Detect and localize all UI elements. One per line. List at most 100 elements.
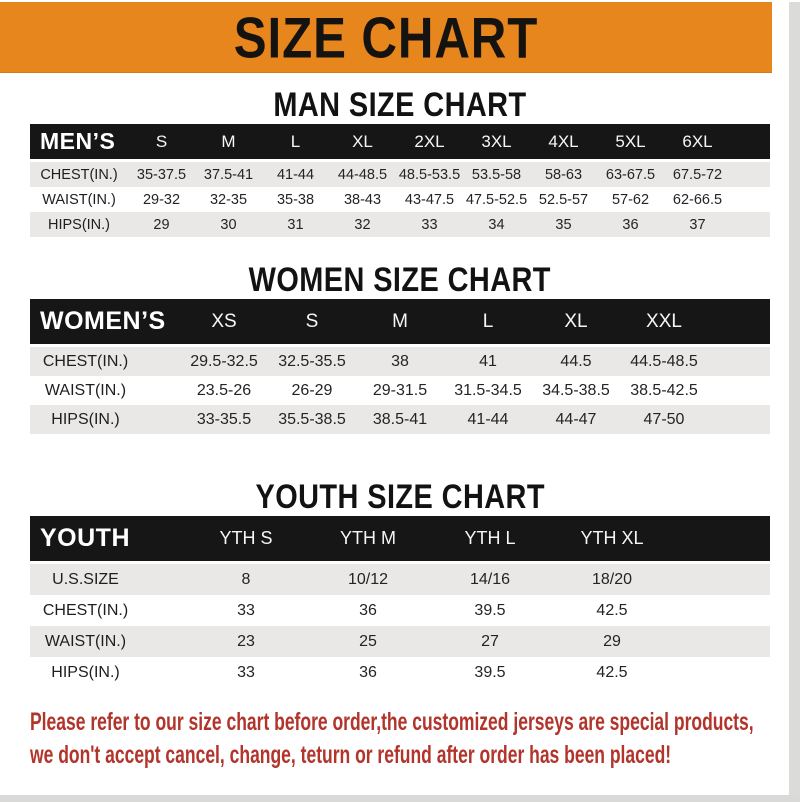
spacer-cell [731, 124, 770, 162]
size-value-cell: 8 [185, 562, 307, 595]
size-value-cell: 30 [195, 212, 262, 237]
spacer-cell [731, 160, 770, 187]
measurement-label: CHEST(IN.) [30, 595, 185, 626]
youth-size-table: YOUTH YTH S YTH M YTH L YTH XL U.S.SIZE 8 10/12… [30, 516, 770, 688]
size-value-cell: 31.5-34.5 [444, 376, 532, 405]
men-chart-title: MAN SIZE CHART [0, 86, 800, 124]
size-value-cell: 47.5-52.5 [463, 187, 530, 212]
size-column-header: XL [532, 299, 620, 347]
size-value-cell: 34 [463, 212, 530, 237]
size-value-cell: 57-62 [597, 187, 664, 212]
table-group-label: MEN’S [30, 124, 128, 162]
spacer-cell [708, 405, 770, 434]
measurement-label: WAIST(IN.) [30, 187, 128, 212]
size-value-cell: 29 [551, 626, 673, 657]
size-column-header: XXL [620, 299, 708, 347]
size-value-cell: 41-44 [262, 160, 329, 187]
size-column-header: 2XL [396, 124, 463, 162]
size-chart-banner: SIZE CHART [0, 2, 772, 73]
size-value-cell: 33-35.5 [180, 405, 268, 434]
women-chart-title-text: WOMEN SIZE CHART [248, 261, 552, 299]
table-header-row: MEN’S S M L XL 2XL 3XL 4XL 5XL 6XL [30, 124, 770, 162]
measurement-row: CHEST(IN.) 33 36 39.5 42.5 [30, 595, 770, 626]
size-column-header: YTH XL [551, 516, 673, 564]
size-column-header: L [262, 124, 329, 162]
size-value-cell: 32-35 [195, 187, 262, 212]
spacer-cell [673, 626, 770, 657]
size-value-cell: 58-63 [530, 160, 597, 187]
banner-title: SIZE CHART [233, 4, 539, 70]
size-value-cell: 36 [307, 595, 429, 626]
size-value-cell: 18/20 [551, 562, 673, 595]
measurement-label: CHEST(IN.) [30, 160, 128, 187]
measurement-row: HIPS(IN.) 33-35.5 35.5-38.5 38.5-41 41-44 44-… [30, 405, 770, 434]
size-value-cell: 67.5-72 [664, 160, 731, 187]
table-header-row: YOUTH YTH S YTH M YTH L YTH XL [30, 516, 770, 564]
measurement-label: WAIST(IN.) [30, 376, 180, 405]
size-value-cell: 47-50 [620, 405, 708, 434]
measurement-row: WAIST(IN.) 23.5-26 26-29 29-31.5 31.5-34.5 34… [30, 376, 770, 405]
size-column-header: M [356, 299, 444, 347]
order-disclaimer: Please refer to our size chart before or… [0, 706, 800, 772]
men-chart-title-text: MAN SIZE CHART [273, 86, 527, 124]
size-value-cell: 38-43 [329, 187, 396, 212]
spacer-cell [708, 345, 770, 376]
size-column-header: S [268, 299, 356, 347]
size-column-header: YTH S [185, 516, 307, 564]
measurement-row: CHEST(IN.) 35-37.5 37.5-41 41-44 44-48.5 48.5… [30, 160, 770, 187]
spacer-cell [708, 299, 770, 347]
size-value-cell: 35 [530, 212, 597, 237]
size-value-cell: 38.5-41 [356, 405, 444, 434]
size-value-cell: 37.5-41 [195, 160, 262, 187]
size-column-header: S [128, 124, 195, 162]
size-value-cell: 42.5 [551, 595, 673, 626]
size-value-cell: 44.5-48.5 [620, 345, 708, 376]
size-column-header: M [195, 124, 262, 162]
size-value-cell: 29.5-32.5 [180, 345, 268, 376]
size-value-cell: 62-66.5 [664, 187, 731, 212]
size-value-cell: 32.5-35.5 [268, 345, 356, 376]
size-column-header: 5XL [597, 124, 664, 162]
size-value-cell: 43-47.5 [396, 187, 463, 212]
size-value-cell: 38 [356, 345, 444, 376]
size-column-header: L [444, 299, 532, 347]
table-group-label: WOMEN’S [30, 299, 180, 347]
spacer-cell [673, 516, 770, 564]
women-chart-title: WOMEN SIZE CHART [0, 261, 800, 299]
spacer-cell [731, 212, 770, 237]
measurement-row: CHEST(IN.) 29.5-32.5 32.5-35.5 38 41 44.5 44.5… [30, 345, 770, 376]
size-value-cell: 29 [128, 212, 195, 237]
size-value-cell: 36 [597, 212, 664, 237]
measurement-row: HIPS(IN.) 29 30 31 32 33 34 35 36 37 [30, 212, 770, 237]
size-value-cell: 37 [664, 212, 731, 237]
size-value-cell: 14/16 [429, 562, 551, 595]
size-value-cell: 44.5 [532, 345, 620, 376]
size-value-cell: 52.5-57 [530, 187, 597, 212]
disclaimer-line-2: we don't accept cancel, change, teturn o… [30, 741, 672, 769]
size-column-header: XL [329, 124, 396, 162]
measurement-label: CHEST(IN.) [30, 345, 180, 376]
size-value-cell: 34.5-38.5 [532, 376, 620, 405]
size-value-cell: 32 [329, 212, 396, 237]
size-value-cell: 29-32 [128, 187, 195, 212]
measurement-label: HIPS(IN.) [30, 405, 180, 434]
size-value-cell: 41 [444, 345, 532, 376]
size-value-cell: 27 [429, 626, 551, 657]
size-value-cell: 23.5-26 [180, 376, 268, 405]
size-value-cell: 35.5-38.5 [268, 405, 356, 434]
size-value-cell: 41-44 [444, 405, 532, 434]
photo-edge-bottom [0, 795, 800, 802]
measurement-row: HIPS(IN.) 33 36 39.5 42.5 [30, 657, 770, 688]
size-value-cell: 35-37.5 [128, 160, 195, 187]
size-value-cell: 42.5 [551, 657, 673, 688]
table-group-label: YOUTH [30, 516, 185, 564]
spacer-cell [673, 595, 770, 626]
size-value-cell: 48.5-53.5 [396, 160, 463, 187]
measurement-label: HIPS(IN.) [30, 657, 185, 688]
size-value-cell: 25 [307, 626, 429, 657]
size-value-cell: 35-38 [262, 187, 329, 212]
spacer-cell [673, 562, 770, 595]
disclaimer-line-1: Please refer to our size chart before or… [30, 708, 754, 736]
size-value-cell: 26-29 [268, 376, 356, 405]
size-column-header: YTH L [429, 516, 551, 564]
